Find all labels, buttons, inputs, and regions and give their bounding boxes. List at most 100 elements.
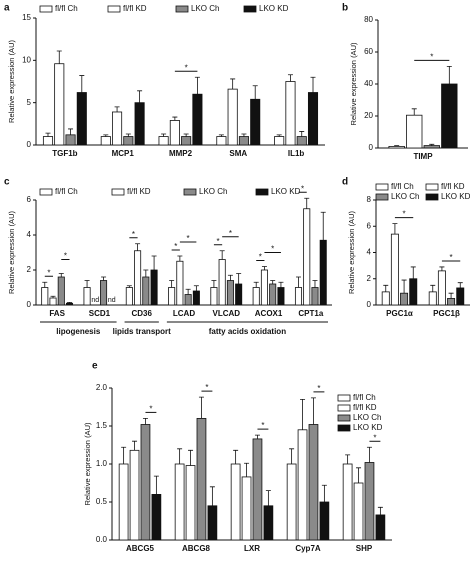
bar (49, 297, 57, 306)
error-bar (244, 462, 250, 477)
error-bar (457, 282, 463, 288)
legend-label: fl/fl Ch (391, 182, 414, 191)
legend-label: LKO KD (259, 4, 289, 13)
legend-swatch (375, 183, 389, 191)
legend-swatch (183, 188, 197, 196)
significance-label: * (373, 433, 376, 442)
bar (125, 287, 133, 306)
x-tick-label: MMP2 (169, 149, 193, 158)
y-tick-label: 2.0 (96, 383, 108, 392)
bar (388, 145, 405, 149)
significance-label: * (205, 383, 208, 392)
bar (100, 136, 111, 146)
bar (235, 283, 243, 306)
error-bar (230, 78, 236, 90)
error-bar (448, 292, 454, 299)
error-bar (42, 281, 48, 288)
significance-label: * (64, 252, 67, 261)
significance-label: * (317, 384, 320, 393)
error-bar (289, 448, 295, 464)
error-bar (125, 133, 131, 137)
x-tick-label: CPT1a (298, 309, 323, 318)
bar (168, 287, 176, 306)
value-label: nd (91, 297, 99, 304)
x-tick-label: MCP1 (112, 149, 135, 158)
error-bar (169, 280, 175, 288)
legend-swatch (337, 414, 351, 422)
error-bar (295, 276, 301, 288)
significance-label: * (261, 421, 264, 430)
x-tick-label: PGC1α (386, 309, 413, 318)
x-tick-label: LCAD (173, 309, 195, 318)
error-bar (241, 133, 247, 137)
error-bar (410, 266, 416, 279)
error-bar (121, 446, 127, 464)
bar (158, 136, 169, 146)
y-tick-label: 0 (367, 300, 372, 309)
bar (297, 429, 308, 541)
bar (129, 449, 140, 541)
error-bar (394, 145, 400, 147)
bar (54, 63, 65, 146)
error-bar (276, 134, 282, 137)
significance-label: * (229, 229, 232, 238)
x-tick-label: IL1b (288, 149, 305, 158)
error-bar (253, 281, 259, 288)
legend-swatch (337, 394, 351, 402)
error-bar (58, 273, 64, 277)
panel-letter: d (342, 177, 348, 188)
error-bar (356, 467, 362, 483)
error-bar (68, 128, 74, 135)
error-bar (193, 285, 199, 291)
bar (134, 102, 145, 146)
bar (252, 438, 263, 541)
x-tick-label: SCD1 (89, 309, 111, 318)
significance-label: * (132, 230, 135, 239)
x-tick-label: TIMP (413, 152, 433, 161)
y-tick-label: 80 (364, 15, 373, 24)
bar (381, 291, 390, 306)
error-bar (377, 506, 383, 515)
bar (230, 463, 241, 541)
bar (375, 514, 386, 541)
bar (409, 278, 418, 306)
legend-swatch (111, 188, 125, 196)
error-bar (300, 399, 306, 430)
error-bar (233, 449, 239, 464)
panel-letter: e (92, 361, 98, 372)
bar (308, 424, 319, 541)
error-bar (161, 133, 167, 137)
bar (294, 287, 303, 306)
bar (260, 269, 268, 306)
x-tick-label: FAS (49, 309, 65, 318)
significance-label: * (149, 405, 152, 414)
error-bar (142, 418, 148, 425)
error-bar (194, 76, 200, 95)
y-tick-label: 60 (364, 47, 373, 56)
error-bar (219, 250, 225, 260)
error-bar (270, 280, 276, 284)
x-tick-label: SMA (229, 149, 247, 158)
y-tick-label: 20 (364, 111, 373, 120)
legend-label: fl/fl KD (123, 4, 147, 13)
legend-swatch (425, 183, 439, 191)
bar (176, 260, 184, 306)
error-bar (310, 76, 316, 93)
error-bar (153, 475, 159, 495)
bar (192, 93, 203, 146)
bar (150, 269, 158, 306)
error-bar (236, 273, 242, 284)
error-bar (45, 132, 51, 137)
error-bar (101, 276, 107, 281)
bar (342, 463, 353, 541)
y-tick-label: 40 (364, 79, 373, 88)
bar (207, 505, 218, 541)
bar (83, 287, 91, 306)
y-axis-label: Relative expression (AU) (83, 422, 92, 505)
x-tick-label: ABCG8 (182, 544, 211, 553)
error-bar (345, 454, 351, 464)
bar (134, 250, 142, 306)
bar (123, 136, 134, 146)
legend-label: LKO KD (353, 423, 383, 432)
